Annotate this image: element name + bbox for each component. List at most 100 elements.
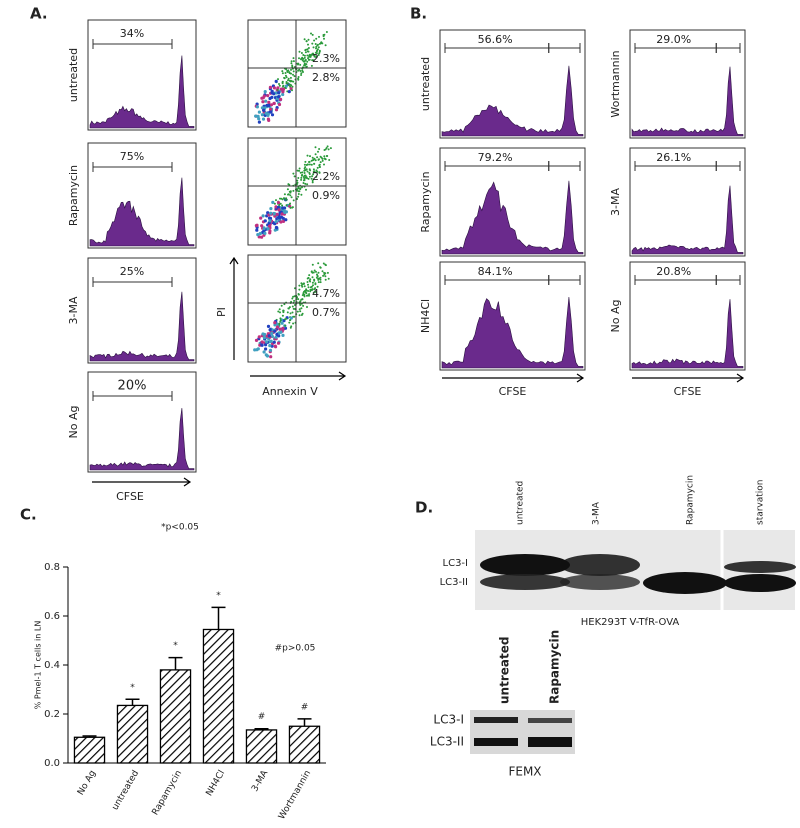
dot [281,87,286,91]
histogram [89,291,195,362]
dot [305,188,307,191]
dot [314,287,317,290]
dot [289,83,292,86]
annotation: *p<0.05 [161,523,199,533]
dot [290,196,293,199]
dot [271,200,275,204]
dot [307,286,310,289]
dot [321,42,324,45]
dot [292,60,295,63]
dot [262,350,266,354]
dot [272,340,276,344]
dot [303,38,306,41]
row-label: 3-MA [609,188,622,216]
band-label: LC3-I [433,713,464,727]
dot [268,344,272,348]
x-tick-label: Wortmannin [277,769,313,822]
dot [303,169,306,172]
band-label: LC3-II [440,577,468,588]
dot [276,201,281,205]
dot [325,31,328,33]
dot [302,182,305,184]
dot [298,57,300,60]
dot [281,92,285,97]
dot [263,90,267,94]
dot [275,199,277,202]
dot [306,154,309,157]
dot [298,284,301,287]
dot [314,153,317,156]
dot [261,332,265,336]
histogram [631,66,744,137]
dot [327,148,330,151]
dot [289,80,292,83]
dot [279,311,281,314]
dot [300,52,303,54]
dot [307,38,310,41]
dot [305,289,308,292]
dot [298,50,301,53]
dot [307,43,309,46]
dot [286,82,289,85]
dot [281,90,285,94]
dot [288,84,290,87]
dot [301,186,303,189]
band [560,554,640,576]
dot [303,54,306,57]
dot [312,170,315,173]
row-label: PI [215,307,228,317]
dot [310,163,313,166]
dot [291,297,294,300]
dot [291,85,294,88]
dot [312,46,315,49]
dot [297,76,300,78]
dot [269,211,273,215]
y-tick-label: 0.8 [44,562,60,573]
dot [279,220,283,224]
band [474,738,518,746]
dot [315,169,318,172]
dot [275,332,279,337]
gate [715,161,741,171]
dot [267,100,271,104]
dot [254,114,258,118]
row-label: No Ag [609,300,622,333]
dot [292,172,295,175]
dot [291,89,293,92]
dot [306,163,309,166]
dot [315,175,318,178]
dot [300,72,303,75]
dot [293,295,296,298]
dot [300,74,303,76]
dot [324,263,327,266]
dot [307,50,310,53]
dot [306,281,309,283]
dot [296,169,299,172]
dot [301,173,304,176]
dot [262,94,266,98]
gate [548,275,581,285]
dot [315,52,318,55]
dot [306,48,309,51]
error-bar [168,656,183,670]
dot [323,157,326,160]
dot [297,298,300,301]
dot [290,325,293,328]
dot [274,220,278,224]
dot [302,304,305,307]
dot [313,279,316,282]
dot [307,47,310,49]
dot [319,266,322,269]
dot [273,321,277,325]
dot [329,147,332,150]
dot [318,164,321,167]
dot [273,329,277,333]
dot [315,56,318,59]
gate-percent: 75% [120,150,144,163]
dot [298,190,301,193]
dot [285,81,288,83]
dot [298,314,301,317]
dot [317,46,320,49]
axis-arrow [632,373,745,383]
dot [324,272,327,275]
